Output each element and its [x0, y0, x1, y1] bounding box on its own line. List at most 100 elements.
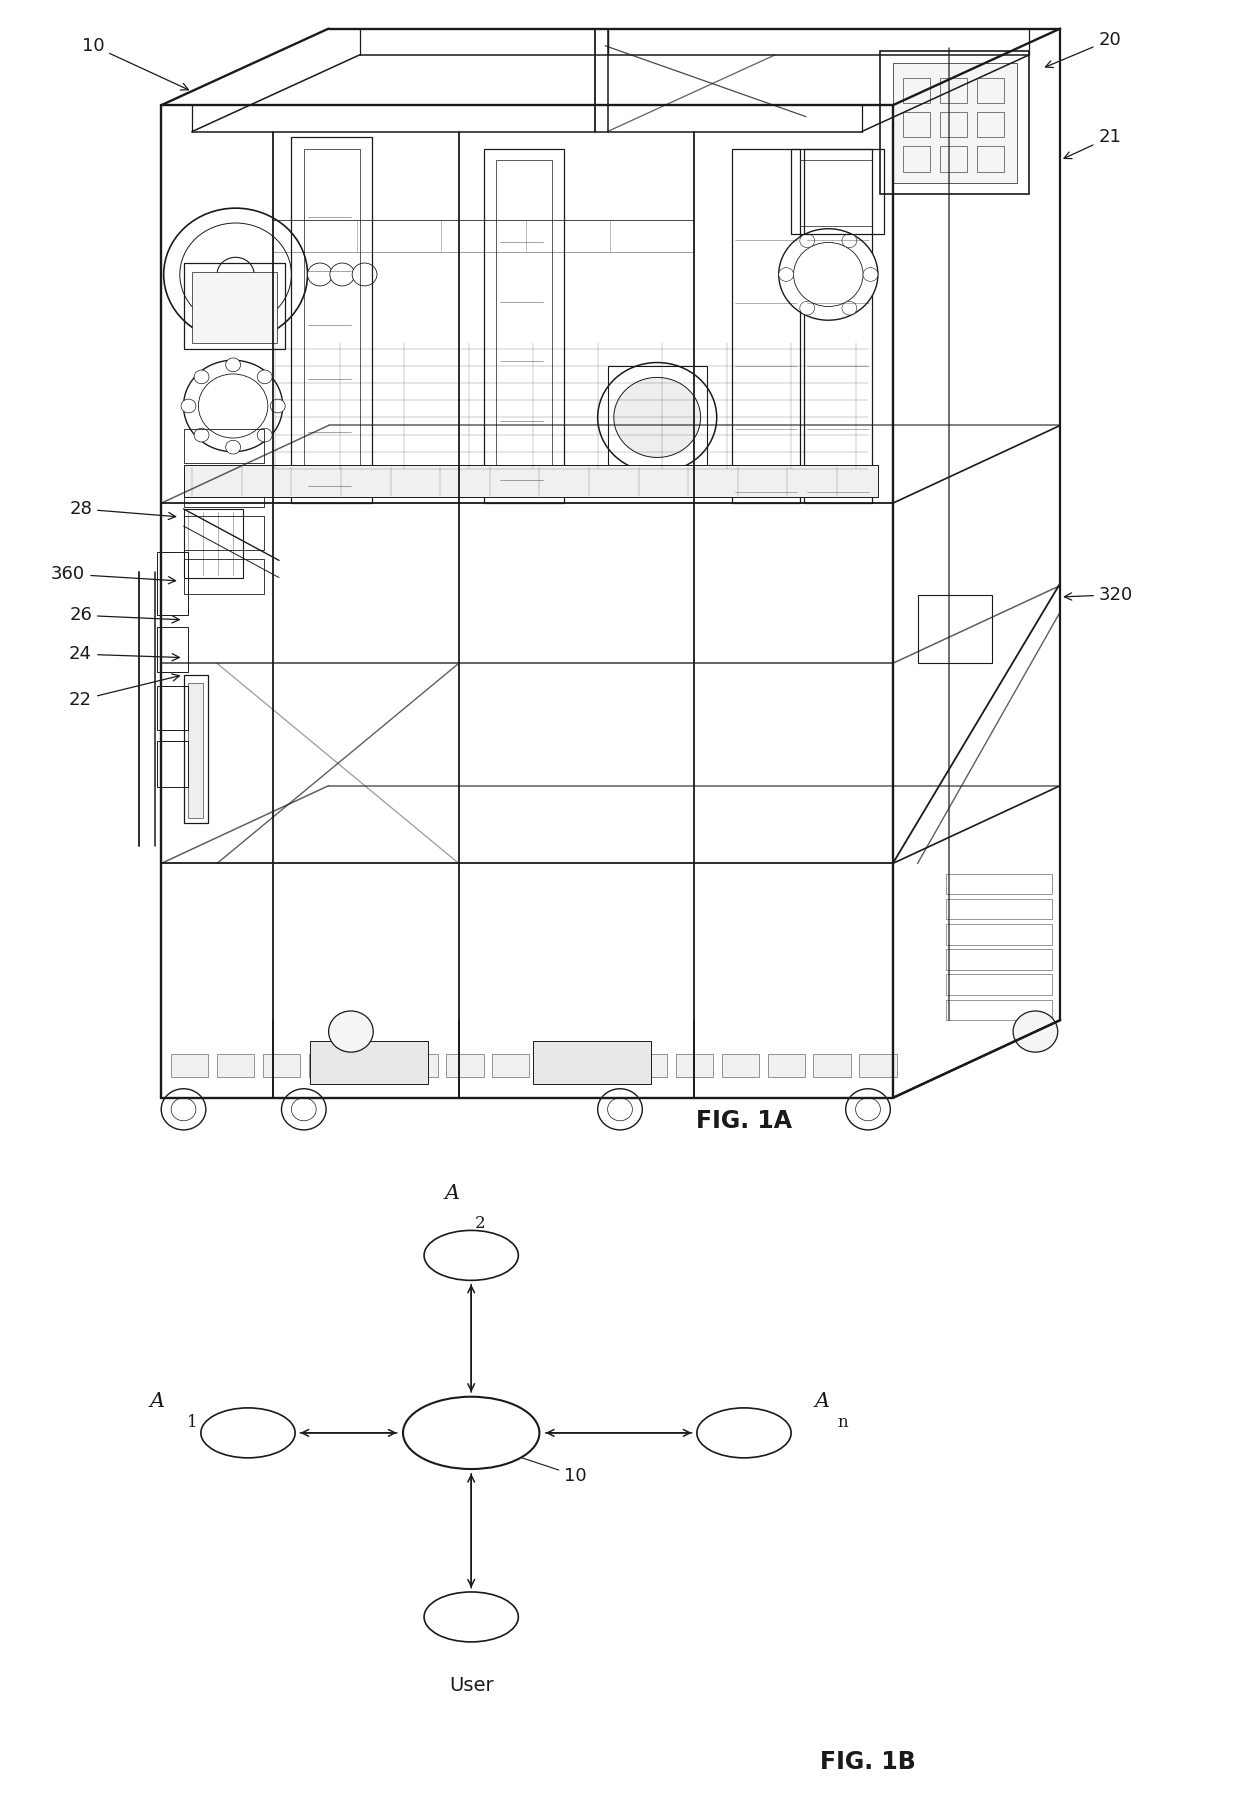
Circle shape: [424, 1592, 518, 1643]
Bar: [584, 1054, 621, 1077]
Bar: [310, 1041, 428, 1084]
Bar: [304, 149, 360, 492]
Text: 2: 2: [475, 1214, 486, 1232]
Circle shape: [846, 1090, 890, 1129]
Bar: [533, 1041, 651, 1084]
Text: FIG. 1B: FIG. 1B: [820, 1749, 916, 1774]
Bar: [977, 77, 1004, 103]
Circle shape: [329, 1010, 373, 1052]
Bar: [217, 1054, 254, 1077]
Text: A: A: [815, 1392, 830, 1412]
Circle shape: [614, 378, 701, 457]
Bar: [903, 146, 930, 171]
Bar: [184, 515, 264, 549]
Text: 320: 320: [1064, 585, 1133, 603]
Bar: [946, 949, 1052, 969]
Circle shape: [195, 369, 210, 384]
Bar: [859, 1054, 897, 1077]
Bar: [263, 1054, 300, 1077]
Circle shape: [308, 263, 332, 286]
Bar: [184, 510, 243, 578]
Bar: [946, 1000, 1052, 1019]
Circle shape: [697, 1408, 791, 1457]
Bar: [676, 1054, 713, 1077]
Bar: [492, 1054, 529, 1077]
Circle shape: [195, 429, 210, 441]
Bar: [903, 77, 930, 103]
Text: FIG. 1A: FIG. 1A: [696, 1109, 792, 1133]
Circle shape: [291, 1099, 316, 1120]
Bar: [192, 272, 277, 342]
Bar: [630, 1054, 667, 1077]
Bar: [184, 263, 285, 349]
Bar: [446, 1054, 484, 1077]
Circle shape: [198, 375, 268, 438]
Text: A: A: [445, 1183, 460, 1203]
Bar: [800, 160, 872, 227]
Text: 10: 10: [515, 1455, 587, 1484]
Bar: [538, 1054, 575, 1077]
Text: 24: 24: [69, 645, 180, 663]
Circle shape: [226, 358, 241, 371]
Bar: [946, 924, 1052, 946]
Circle shape: [598, 1090, 642, 1129]
Bar: [188, 683, 203, 818]
Bar: [184, 465, 878, 497]
Circle shape: [800, 301, 815, 315]
Text: 26: 26: [69, 607, 180, 625]
Bar: [184, 429, 264, 463]
Bar: [157, 740, 188, 787]
Bar: [722, 1054, 759, 1077]
Circle shape: [164, 209, 308, 340]
Bar: [791, 149, 884, 234]
Circle shape: [181, 400, 196, 412]
Bar: [946, 974, 1052, 994]
Circle shape: [842, 301, 857, 315]
Circle shape: [257, 429, 272, 441]
Text: 360: 360: [51, 566, 176, 584]
Bar: [291, 137, 372, 502]
Bar: [880, 52, 1029, 195]
Text: 28: 28: [69, 501, 176, 520]
Circle shape: [856, 1099, 880, 1120]
Text: A: A: [150, 1392, 165, 1412]
Circle shape: [201, 1408, 295, 1457]
Bar: [903, 112, 930, 137]
Circle shape: [281, 1090, 326, 1129]
Bar: [401, 1054, 438, 1077]
Bar: [940, 146, 967, 171]
Circle shape: [424, 1230, 518, 1281]
Bar: [804, 149, 872, 502]
Bar: [157, 553, 188, 616]
Circle shape: [184, 360, 283, 452]
Bar: [171, 1054, 208, 1077]
Bar: [608, 366, 707, 468]
Circle shape: [161, 1090, 206, 1129]
Text: n: n: [837, 1414, 848, 1430]
Circle shape: [794, 243, 863, 306]
Text: 20: 20: [1045, 31, 1121, 68]
Circle shape: [842, 234, 857, 249]
Bar: [940, 112, 967, 137]
Bar: [184, 472, 264, 506]
Circle shape: [863, 268, 878, 281]
Circle shape: [1013, 1010, 1058, 1052]
Circle shape: [270, 400, 285, 412]
Bar: [768, 1054, 805, 1077]
Bar: [946, 899, 1052, 920]
Bar: [946, 873, 1052, 895]
Circle shape: [217, 258, 254, 292]
Bar: [977, 146, 1004, 171]
Text: 22: 22: [69, 674, 180, 710]
Circle shape: [257, 369, 272, 384]
Text: User: User: [449, 1677, 494, 1695]
Bar: [893, 63, 1017, 184]
Circle shape: [800, 234, 815, 249]
Bar: [918, 594, 992, 663]
Circle shape: [608, 1099, 632, 1120]
Bar: [184, 675, 208, 823]
Circle shape: [779, 229, 878, 321]
Circle shape: [779, 268, 794, 281]
Bar: [484, 149, 564, 502]
Bar: [732, 149, 800, 502]
